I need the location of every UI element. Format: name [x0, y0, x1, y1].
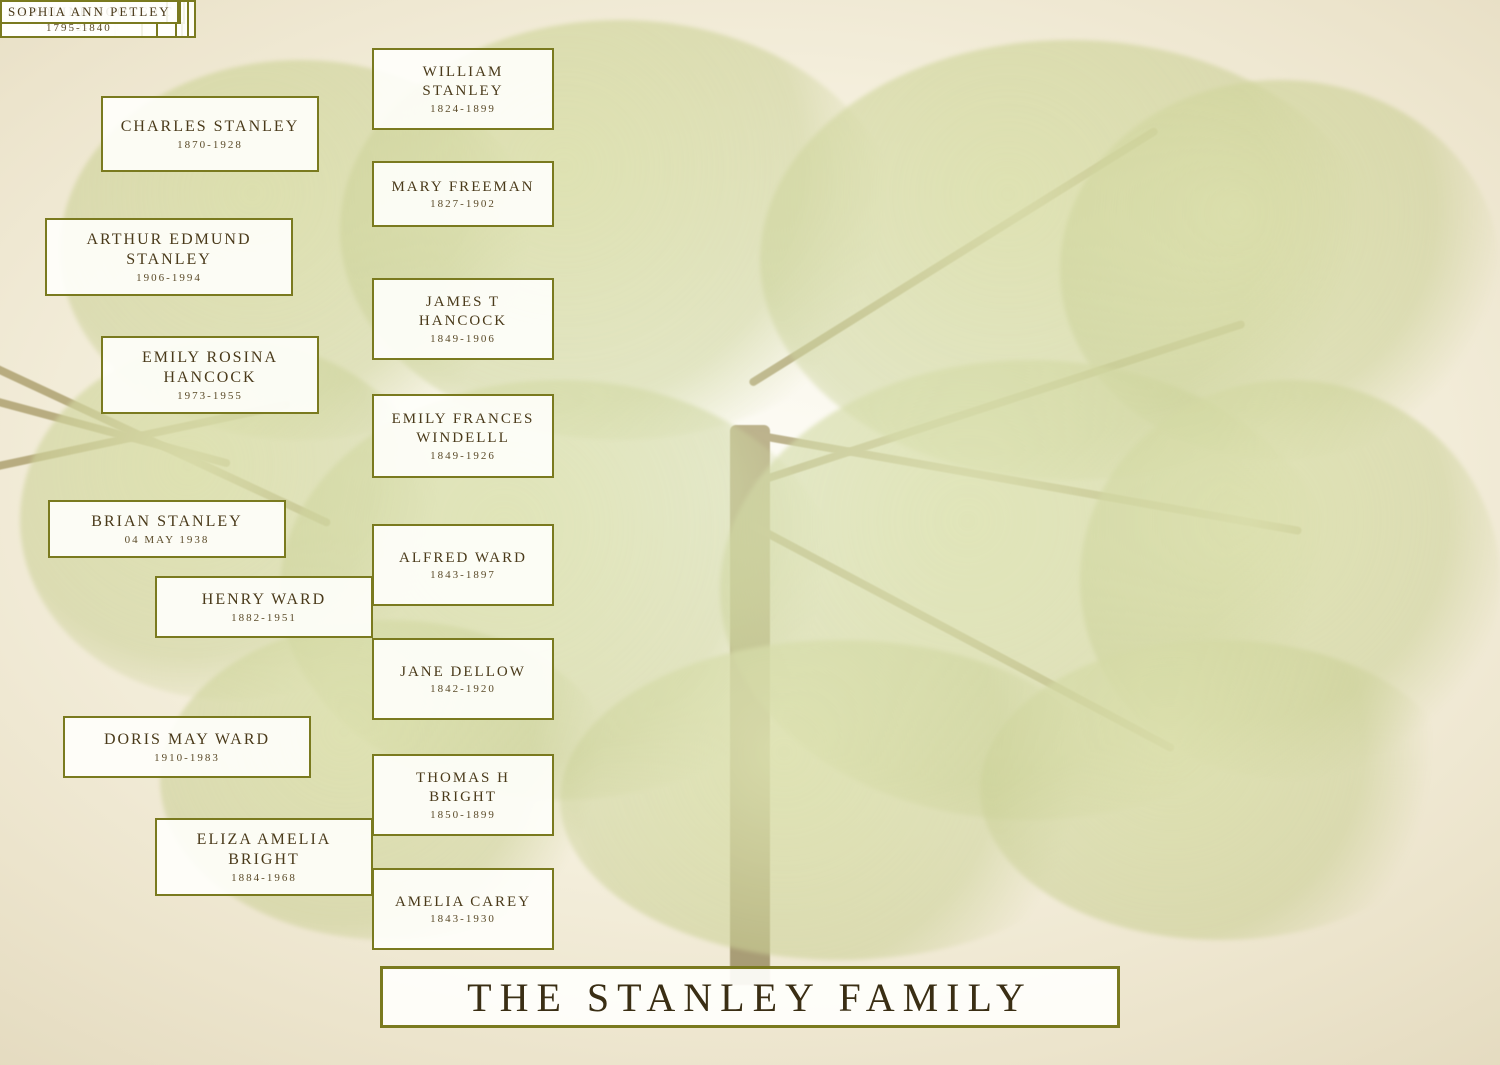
person-name: THOMAS H BRIGHT [380, 769, 546, 807]
family-title: THE STANLEY FAMILY [380, 966, 1120, 1028]
person-dates: 04 MAY 1938 [56, 534, 278, 546]
person-dates: 1973-1955 [109, 390, 311, 402]
person-name: EMILY FRANCES WINDELLL [380, 410, 546, 448]
person-box: JAMES T HANCOCK 1849-1906 [372, 278, 554, 360]
person-dates: 1906-1994 [53, 272, 285, 284]
person-box: EMILY FRANCES WINDELLL 1849-1926 [372, 394, 554, 478]
person-box: THOMAS H BRIGHT 1850-1899 [372, 754, 554, 836]
person-name: JANE DELLOW [380, 663, 546, 682]
person-dates: 1843-1930 [380, 913, 546, 925]
person-box: ARTHUR EDMUND STANLEY 1906-1994 [45, 218, 293, 296]
person-name: SOPHIA ANN PETLEY [8, 4, 171, 20]
person-dates: 1884-1968 [163, 872, 365, 884]
person-dates: 1882-1951 [163, 612, 365, 624]
person-box: BRIAN STANLEY 04 MAY 1938 [48, 500, 286, 558]
person-box: HENRY WARD 1882-1951 [155, 576, 373, 638]
person-name: MARY FREEMAN [380, 178, 546, 197]
person-box: AMELIA CAREY1843-1930 [372, 868, 554, 950]
person-box: ALFRED WARD1843-1897 [372, 524, 554, 606]
person-box: EMILY ROSINA HANCOCK 1973-1955 [101, 336, 319, 414]
person-box: JANE DELLOW1842-1920 [372, 638, 554, 720]
person-name: DORIS MAY WARD [71, 730, 303, 750]
person-dates: 1843-1897 [380, 569, 546, 581]
person-dates: 1849-1906 [380, 333, 546, 345]
family-title-text: THE STANLEY FAMILY [467, 974, 1033, 1021]
person-name: ALFRED WARD [380, 549, 546, 568]
person-dates: 1827-1902 [380, 198, 546, 210]
person-dates: 1910-1983 [71, 752, 303, 764]
person-name: CHARLES STANLEY [109, 117, 311, 137]
person-name: AMELIA CAREY [380, 893, 546, 912]
person-name: BRIAN STANLEY [56, 512, 278, 532]
person-dates: 1842-1920 [380, 683, 546, 695]
person-name: ELIZA AMELIA BRIGHT [163, 830, 365, 870]
person-box: MARY FREEMAN1827-1902 [372, 161, 554, 227]
person-box: ELIZA AMELIA BRIGHT 1884-1968 [155, 818, 373, 896]
person-name: EMILY ROSINA HANCOCK [109, 348, 311, 388]
person-dates: 1870-1928 [109, 139, 311, 151]
person-name: WILLIAM STANLEY [380, 63, 546, 101]
person-dates: 1850-1899 [380, 809, 546, 821]
person-dates: 1849-1926 [380, 450, 546, 462]
person-box: WILLIAM STANLEY 1824-1899 [372, 48, 554, 130]
person-dates: 1824-1899 [380, 103, 546, 115]
person-name: JAMES T HANCOCK [380, 293, 546, 331]
person-name: HENRY WARD [163, 590, 365, 610]
person-box: DORIS MAY WARD 1910-1983 [63, 716, 311, 778]
person-box: SOPHIA ANN PETLEY [0, 0, 179, 24]
person-name: ARTHUR EDMUND STANLEY [53, 230, 285, 270]
person-box: CHARLES STANLEY 1870-1928 [101, 96, 319, 172]
